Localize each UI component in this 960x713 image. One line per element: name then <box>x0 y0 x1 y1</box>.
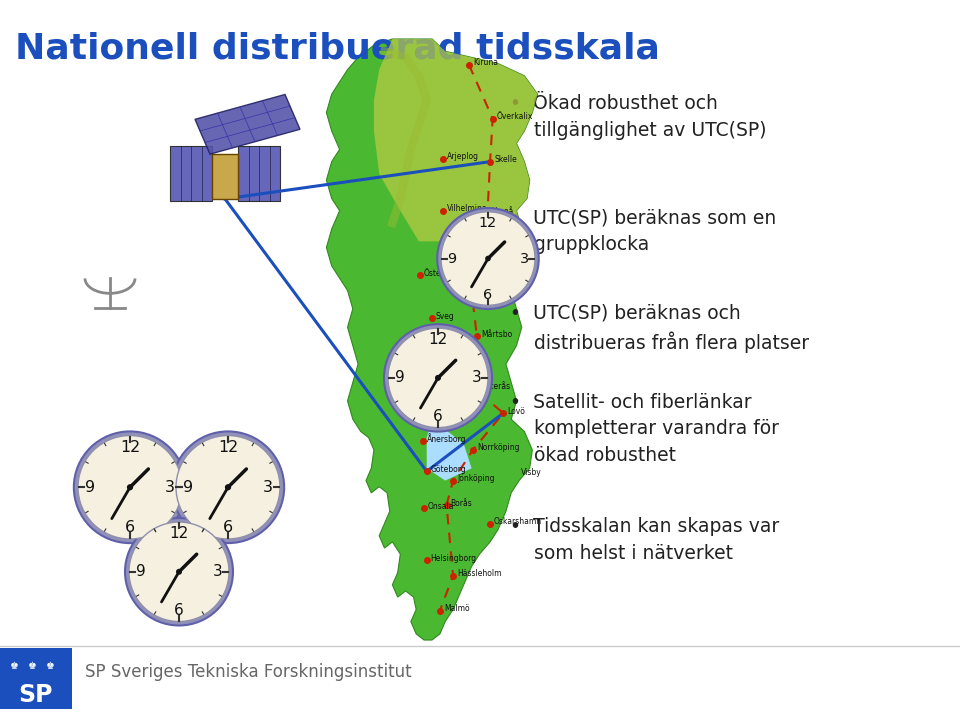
Text: Sundsvall: Sundsvall <box>475 284 513 293</box>
Text: 6: 6 <box>125 520 135 535</box>
Text: 9: 9 <box>84 480 95 495</box>
Text: •  UTC(SP) beräknas och
    distribueras från flera platser: • UTC(SP) beräknas och distribueras från… <box>510 303 809 352</box>
Text: SP Sveriges Tekniska Forskningsinstitut: SP Sveriges Tekniska Forskningsinstitut <box>85 663 412 681</box>
Text: ♚: ♚ <box>28 661 36 671</box>
Text: 3: 3 <box>165 480 175 495</box>
Circle shape <box>485 256 491 262</box>
Text: 6: 6 <box>484 287 492 302</box>
Text: Malmö: Malmö <box>444 604 469 613</box>
Text: Vilhelmina: Vilhelmina <box>446 204 487 213</box>
Text: Östersund: Östersund <box>424 269 464 277</box>
Text: 12: 12 <box>218 440 238 455</box>
Text: 6: 6 <box>223 520 233 535</box>
Text: Borås: Borås <box>450 498 472 508</box>
Circle shape <box>125 518 233 625</box>
Bar <box>0 648 72 709</box>
Text: 9: 9 <box>183 480 193 495</box>
Text: Visby: Visby <box>520 468 541 477</box>
Text: 6: 6 <box>433 409 443 424</box>
Text: 12: 12 <box>428 332 447 347</box>
Text: •  Tidsskalan kan skapas var
    som helst i nätverket: • Tidsskalan kan skapas var som helst i … <box>510 517 780 563</box>
Circle shape <box>441 212 535 305</box>
Circle shape <box>78 436 182 539</box>
Text: 3: 3 <box>212 564 223 579</box>
Text: Onsala: Onsala <box>428 502 455 511</box>
Text: Umeå: Umeå <box>492 207 514 216</box>
Text: 9: 9 <box>447 252 456 265</box>
Text: 3: 3 <box>263 480 273 495</box>
Text: 9: 9 <box>395 370 404 386</box>
Text: Helsingborg: Helsingborg <box>431 554 477 563</box>
Text: Nationell distribuerad tidsskala: Nationell distribuerad tidsskala <box>15 32 660 66</box>
Polygon shape <box>426 419 471 481</box>
Text: Skelle: Skelle <box>494 155 516 164</box>
Text: ♚: ♚ <box>46 661 55 671</box>
Text: Kiruna: Kiruna <box>473 58 498 67</box>
Circle shape <box>74 431 186 543</box>
Bar <box>170 146 212 201</box>
Text: 3: 3 <box>471 370 481 386</box>
Text: Norrköping: Norrköping <box>477 443 519 453</box>
Text: •  Satellit- och fiberlänkar
    kompletterar varandra för
    ökad robusthet: • Satellit- och fiberlänkar kompletterar… <box>510 393 779 465</box>
Text: SP: SP <box>19 683 53 707</box>
Text: Leksand: Leksand <box>446 371 478 380</box>
Circle shape <box>127 484 133 491</box>
Text: Överkalix: Överkalix <box>496 112 533 121</box>
Circle shape <box>172 431 284 543</box>
Text: Arjeplog: Arjeplog <box>446 152 478 161</box>
Text: •  UTC(SP) beräknas som en
    gruppklocka: • UTC(SP) beräknas som en gruppklocka <box>510 209 777 255</box>
Text: Ånersborg: Ånersborg <box>427 434 467 444</box>
Bar <box>212 154 238 199</box>
Text: ♚: ♚ <box>10 661 18 671</box>
Circle shape <box>435 375 441 381</box>
Text: Jönköping: Jönköping <box>457 474 494 483</box>
Polygon shape <box>326 39 538 640</box>
Bar <box>238 146 280 201</box>
Text: 6: 6 <box>174 602 184 617</box>
Circle shape <box>437 208 539 309</box>
Text: Göteborg: Göteborg <box>431 465 467 474</box>
Circle shape <box>129 522 229 622</box>
Circle shape <box>388 328 488 428</box>
Text: 3: 3 <box>519 252 529 265</box>
Text: 12: 12 <box>169 526 188 541</box>
Text: Mårtsbo: Mårtsbo <box>481 330 512 339</box>
Polygon shape <box>195 94 300 154</box>
Text: Sveg: Sveg <box>436 312 455 321</box>
Text: 9: 9 <box>135 564 145 579</box>
Text: Västerås: Västerås <box>478 382 512 391</box>
Text: Lovö: Lovö <box>507 406 525 416</box>
Circle shape <box>225 484 231 491</box>
Polygon shape <box>373 39 538 242</box>
Circle shape <box>384 324 492 431</box>
Circle shape <box>176 436 280 539</box>
Text: •  Ökad robusthet och
    tillgänglighet av UTC(SP): • Ökad robusthet och tillgänglighet av U… <box>510 94 766 140</box>
Circle shape <box>176 569 182 575</box>
Text: Oskarshamn: Oskarshamn <box>494 517 542 526</box>
Text: Hässleholm: Hässleholm <box>457 569 502 578</box>
Text: 12: 12 <box>120 440 140 455</box>
Text: Karlstad: Karlstad <box>436 406 468 416</box>
Text: 12: 12 <box>479 215 497 230</box>
